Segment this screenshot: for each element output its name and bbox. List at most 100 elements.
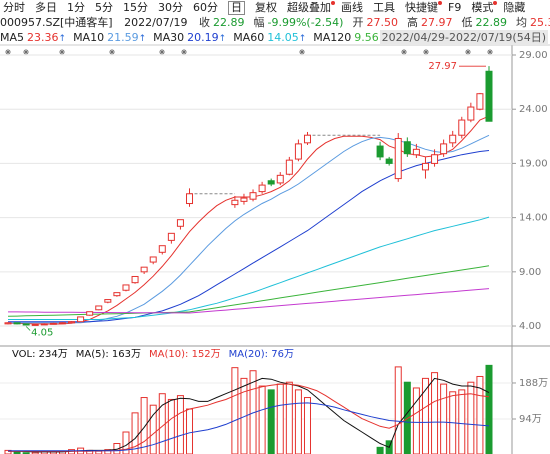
candle-body (167, 232, 175, 241)
candle-body (4, 322, 12, 325)
toolbar-button[interactable]: 超级叠加 (287, 0, 335, 15)
candle-body (95, 305, 103, 311)
candle-body (86, 311, 94, 316)
volume-bar (131, 412, 139, 454)
y-tick-label: 188万 (519, 378, 548, 389)
toolbar-button[interactable]: 5分 (95, 1, 113, 14)
candle-body (22, 323, 30, 326)
ma-name: MA120 (313, 31, 352, 44)
stock-code: 000957.SZ[中通客车] (0, 16, 113, 29)
volume-ma-label: MA(20): 76万 (228, 349, 294, 360)
y-tick-label: 14.00 (519, 213, 548, 224)
ma-trend: ↑ (218, 34, 227, 44)
badge-dot (493, 1, 498, 5)
toolbar-button[interactable]: 多日 (35, 1, 57, 14)
quote-value: 25.37 (529, 16, 550, 29)
quote-label: 低 (461, 16, 473, 29)
candle-body (176, 219, 184, 227)
candle-body (231, 199, 239, 206)
toolbar-button[interactable]: 工具 (373, 1, 395, 14)
candle-body (31, 323, 39, 326)
info-marker (487, 49, 493, 55)
info-marker (23, 49, 29, 55)
info-marker (181, 49, 187, 55)
ma-value: 23.36 (27, 31, 59, 44)
y-tick-label: 19.00 (519, 158, 548, 169)
volume-label: VOL: 234万 (12, 349, 68, 360)
volume-bar (186, 408, 194, 454)
candle-body (394, 137, 402, 180)
badge-dot (331, 1, 335, 5)
toolbar-button[interactable]: 隐藏 (503, 1, 526, 14)
ma-name: MA30 (153, 31, 185, 44)
candle-body (158, 245, 166, 253)
toolbar-button[interactable]: 分时 (3, 1, 25, 14)
quote-value: 22.89 (475, 16, 507, 29)
volume-bar (476, 375, 484, 454)
candle-body (476, 93, 484, 110)
volume-bar (231, 367, 239, 454)
candle-body (285, 159, 293, 175)
info-marker (299, 49, 305, 55)
toolbar-button[interactable]: 模式 (471, 0, 498, 15)
y-tick-label: 9.00 (519, 267, 541, 278)
volume-bar (376, 446, 384, 454)
volume-bar (431, 372, 439, 454)
candle-body (58, 322, 66, 325)
ma-line (8, 288, 490, 314)
volume-legend: VOL: 234万 MA(5): 163万 MA(10): 152万 MA(20): … (0, 347, 550, 362)
toolbar-button[interactable]: F9 (448, 1, 462, 14)
candle-body (449, 134, 457, 144)
quote-value: 27.97 (420, 16, 453, 29)
candle-body (303, 134, 311, 144)
volume-bar (467, 381, 475, 454)
date-range: 2022/04/29-2022/07/19(54日) (379, 30, 548, 45)
quote-label: 高 (406, 16, 418, 29)
volume-bar (276, 383, 284, 454)
y-tick-label: 94万 (519, 414, 542, 425)
ma-legend: MA5 23.36↑ MA10 21.59↑ MA30 20.19↑ MA60 14.05↑ M… (0, 30, 550, 45)
y-tick-label: 29.00 (519, 50, 548, 61)
volume-bar (394, 366, 402, 454)
quote-date: 2022/07/19 (124, 16, 188, 29)
toolbar-button[interactable]: 日 (228, 1, 245, 15)
candle-body (485, 70, 493, 122)
info-marker (109, 49, 115, 55)
volume-bar (267, 389, 275, 454)
candle-body (140, 266, 148, 273)
volume-bar (458, 389, 466, 454)
volume-bar (412, 387, 420, 454)
volume-bar (13, 451, 21, 454)
toolbar-button[interactable]: 60分 (193, 1, 218, 14)
volume-bar (149, 404, 157, 454)
toolbar-button[interactable]: 1分 (67, 1, 85, 14)
volume-bar (294, 389, 302, 454)
toolbar-button[interactable]: 复权 (255, 1, 277, 14)
quote-label: 开 (352, 16, 364, 29)
volume-ma-line (8, 402, 490, 452)
info-marker (401, 49, 407, 55)
candle-body (122, 284, 130, 291)
quote-value: 27.50 (366, 16, 398, 29)
low-label: 4.05 (31, 327, 53, 338)
ma-line (8, 150, 490, 323)
candle-body (403, 141, 411, 155)
ma-value: 9.56 (354, 31, 379, 44)
info-marker (423, 49, 429, 55)
low-pointer (25, 326, 31, 331)
toolbar-button[interactable]: 快捷键 (405, 0, 442, 15)
candle-body (104, 299, 112, 303)
candle-body (249, 192, 257, 200)
volume-bar (158, 393, 166, 454)
candle-body (294, 143, 302, 160)
toolbar-button[interactable]: 画线 (341, 1, 363, 14)
volume-bar (485, 364, 493, 454)
candle-body (440, 143, 448, 155)
quote-value: 22.89 (213, 16, 245, 29)
candle-body (240, 197, 248, 202)
ma-value: 14.05 (267, 31, 299, 44)
toolbar-button[interactable]: 30分 (158, 1, 183, 14)
toolbar-button[interactable]: 15分 (123, 1, 148, 14)
